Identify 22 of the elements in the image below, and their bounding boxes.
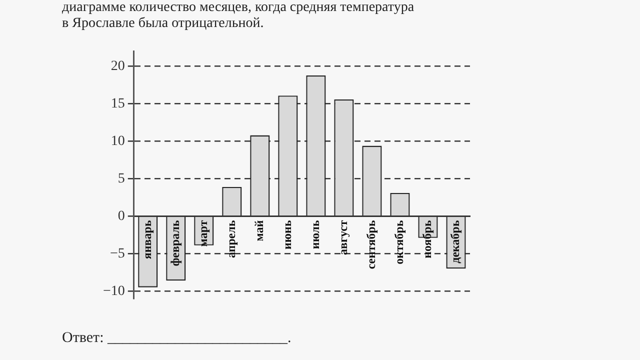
- x-tick-label: сентябрь: [364, 220, 378, 270]
- y-tick-label: 10: [110, 134, 125, 149]
- y-tick-label: 20: [110, 59, 125, 74]
- x-tick-label: октябрь: [392, 220, 406, 264]
- x-tick-label: апрель: [224, 220, 238, 258]
- text: в Ярославле была отрицательной.: [62, 16, 264, 32]
- x-tick-label: февраль: [168, 220, 182, 266]
- x-tick-label: июнь: [280, 220, 294, 250]
- y-tick-label: 15: [110, 96, 125, 112]
- y-tick-label: 5: [118, 171, 125, 186]
- y-tick-label: −5: [110, 246, 125, 262]
- x-tick-label: декабрь: [448, 220, 462, 264]
- x-tick-label: июль: [308, 220, 322, 250]
- text: Ответ: ________________________.: [62, 330, 292, 347]
- x-tick-label: март: [196, 220, 210, 247]
- x-tick-label: ноябрь: [420, 220, 434, 258]
- y-tick-label: 0: [118, 208, 125, 224]
- x-tick-label: август: [336, 220, 350, 255]
- x-tick-label: январь: [140, 220, 154, 260]
- x-tick-label: май: [252, 220, 266, 242]
- y-tick-label: −10: [102, 284, 125, 299]
- text: диаграмме количество месяцев, когда средняя температура: [62, 0, 414, 16]
